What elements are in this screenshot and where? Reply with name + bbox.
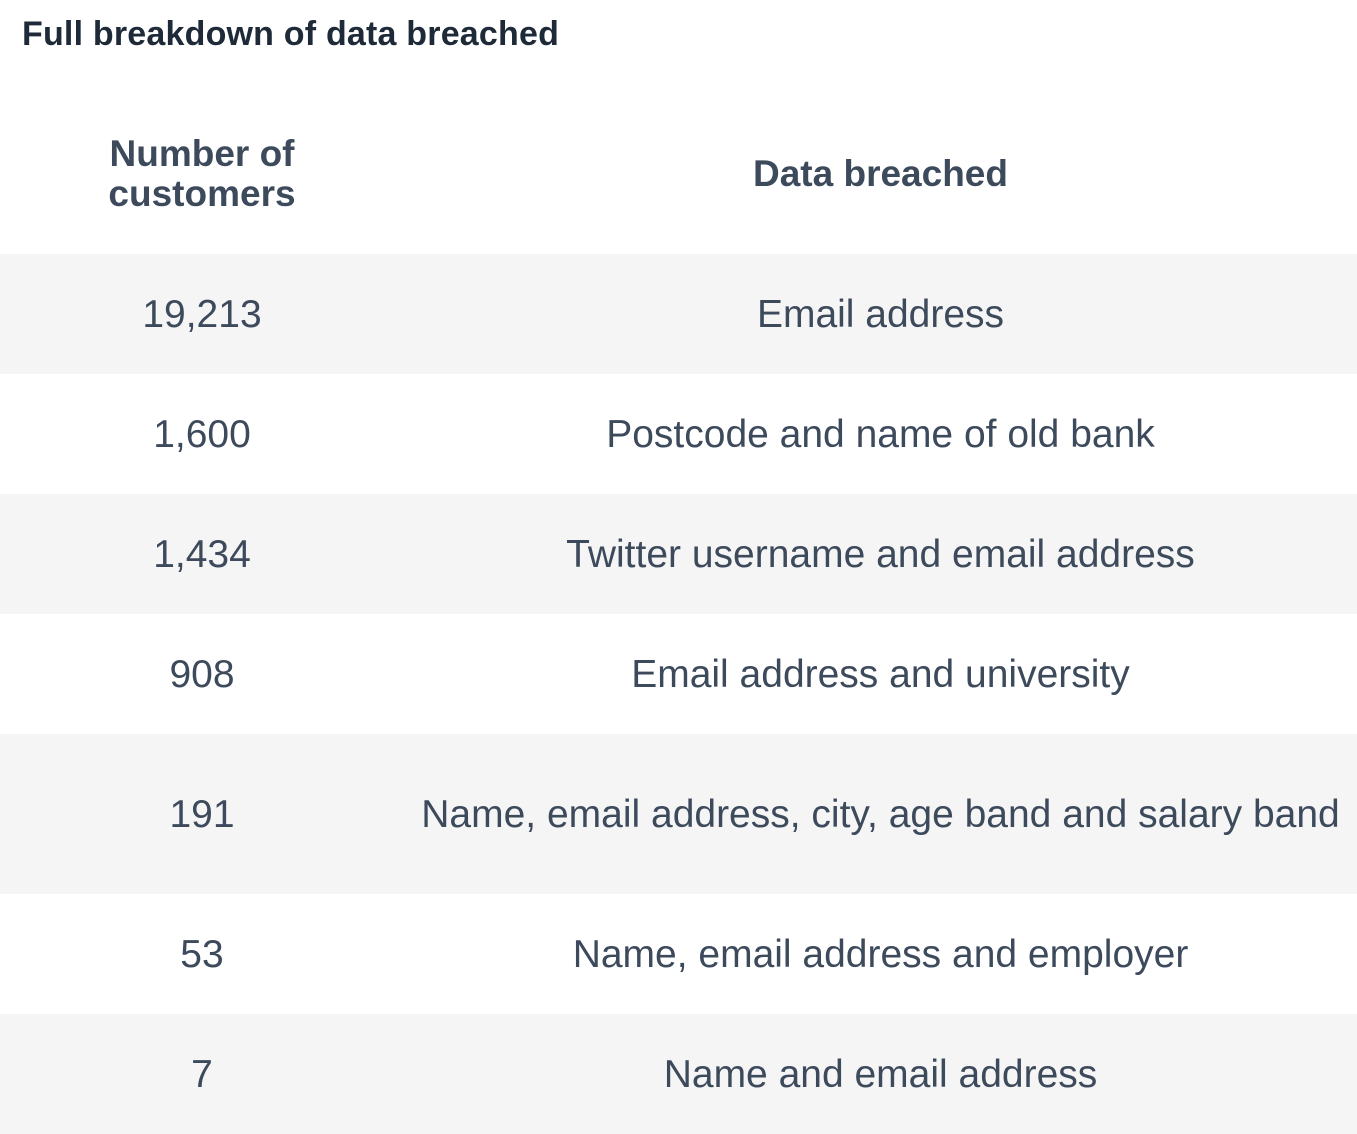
breach-table: Number of customers Data breached 19,213… xyxy=(0,94,1357,1134)
column-header-data: Data breached xyxy=(753,153,1008,194)
data-breached-cell: Twitter username and email address xyxy=(404,494,1357,614)
data-breached-cell: Postcode and name of old bank xyxy=(606,412,1155,456)
table-header-row: Number of customers Data breached xyxy=(0,94,1357,254)
table-row: 53 Name, email address and employer xyxy=(0,894,1357,1014)
customer-count-cell: 19,213 xyxy=(0,254,404,374)
data-breached-cell: Name, email address, city, age band and … xyxy=(404,734,1357,894)
data-breached-cell: Email address xyxy=(404,254,1357,374)
table-row: 19,213 Email address xyxy=(0,254,1357,374)
table-row: 1,434 Twitter username and email address xyxy=(0,494,1357,614)
customer-count-cell: 1,600 xyxy=(153,412,251,456)
customer-count-cell: 7 xyxy=(0,1014,404,1134)
column-header-customers: Number of customers xyxy=(108,133,296,214)
customer-count-cell: 908 xyxy=(169,652,235,696)
table-row: 191 Name, email address, city, age band … xyxy=(0,734,1357,894)
table-row: 7 Name and email address xyxy=(0,1014,1357,1134)
customer-count-cell: 1,434 xyxy=(0,494,404,614)
customer-count-cell: 53 xyxy=(180,932,224,976)
customer-count-cell: 191 xyxy=(0,734,404,894)
data-breached-cell: Name and email address xyxy=(404,1014,1357,1134)
table-row: 908 Email address and university xyxy=(0,614,1357,734)
page-title: Full breakdown of data breached xyxy=(22,15,560,53)
table-row: 1,600 Postcode and name of old bank xyxy=(0,374,1357,494)
data-breached-cell: Email address and university xyxy=(631,652,1130,696)
data-breached-cell: Name, email address and employer xyxy=(572,932,1189,976)
